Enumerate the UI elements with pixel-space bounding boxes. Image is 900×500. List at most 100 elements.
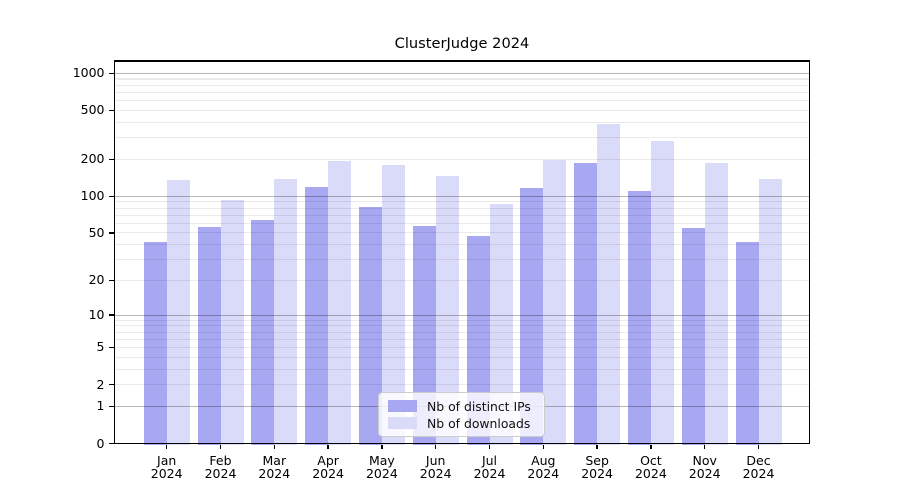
bar-downloads-may xyxy=(381,164,405,445)
x-label-month: Nov xyxy=(692,452,717,468)
bar-downloads-aug xyxy=(543,160,567,445)
x-label-month: Jul xyxy=(481,452,498,468)
y-axis-tick-label: 500 xyxy=(80,102,105,118)
x-axis-tick-label: Jan 2024 xyxy=(135,453,199,482)
gridline-major xyxy=(114,314,810,316)
bar-distinct-ips-apr xyxy=(305,186,329,445)
x-axis-tick xyxy=(273,444,275,449)
legend-label-distinct-ips: Nb of distinct IPs xyxy=(427,398,531,414)
x-axis-tick xyxy=(488,444,491,449)
gridline-minor xyxy=(114,201,810,203)
x-label-year: 2024 xyxy=(365,466,398,482)
gridline-major xyxy=(114,72,810,74)
x-label-year: 2024 xyxy=(258,466,291,482)
bar-downloads-jan xyxy=(166,180,190,445)
bar-distinct-ips-mar xyxy=(251,219,275,445)
x-axis-tick-label: Dec 2024 xyxy=(727,453,791,482)
top-spine xyxy=(113,60,811,62)
x-label-year: 2024 xyxy=(150,466,183,482)
chart-legend: Nb of distinct IPs Nb of downloads xyxy=(378,392,545,437)
legend-swatch-distinct-ips xyxy=(388,399,417,413)
gridline-minor xyxy=(114,338,810,340)
x-axis-tick-label: Nov 2024 xyxy=(673,452,737,482)
x-axis-spine xyxy=(113,442,811,445)
x-axis-tick-label: Oct 2024 xyxy=(619,452,683,482)
y-axis-tick-label: 20 xyxy=(88,272,105,288)
x-label-year: 2024 xyxy=(419,466,452,482)
x-label-month: Jun xyxy=(425,452,446,468)
gridline-minor xyxy=(114,244,810,246)
y-axis-tick-label: 1 xyxy=(96,398,105,414)
x-label-year: 2024 xyxy=(312,466,344,482)
x-axis-tick-label: Sep 2024 xyxy=(565,452,629,482)
y-axis-tick xyxy=(109,442,114,445)
y-axis-tick-label: 2 xyxy=(96,376,105,392)
y-axis-tick-label: 1000 xyxy=(72,65,105,81)
x-axis-tick-label: Jul 2024 xyxy=(458,452,522,482)
gridline-minor xyxy=(114,331,810,333)
gridline-minor xyxy=(114,109,810,111)
bar-distinct-ips-jan xyxy=(143,241,167,445)
y-axis-tick xyxy=(109,279,114,282)
x-label-year: 2024 xyxy=(473,466,506,482)
y-axis-tick xyxy=(109,314,114,316)
x-axis-tick xyxy=(704,444,706,449)
gridline-minor xyxy=(114,100,810,102)
bar-downloads-oct xyxy=(650,140,674,445)
bar-downloads-dec xyxy=(758,179,782,445)
gridline-minor xyxy=(114,325,810,327)
y-axis-tick xyxy=(109,232,114,234)
chart-title: ClusterJudge 2024 xyxy=(394,35,530,52)
x-label-month: May xyxy=(368,452,395,468)
y-axis-tick-label: 0 xyxy=(96,435,105,451)
bar-downloads-jul xyxy=(489,204,513,445)
gridline-minor xyxy=(114,258,810,261)
y-axis-tick xyxy=(109,346,114,349)
gridline-minor xyxy=(114,279,810,281)
y-axis-tick xyxy=(109,72,114,74)
x-axis-tick xyxy=(327,444,329,449)
bar-distinct-ips-feb xyxy=(197,226,221,445)
x-axis-tick xyxy=(757,444,760,449)
x-label-month: Oct xyxy=(640,452,662,468)
x-label-month: Sep xyxy=(585,452,609,468)
gridline-minor xyxy=(114,78,810,80)
bar-downloads-sep xyxy=(597,124,621,445)
gridline-minor xyxy=(114,207,810,209)
x-axis-tick-label: Jun 2024 xyxy=(404,452,468,482)
x-label-year: 2024 xyxy=(527,466,560,482)
gridline-minor xyxy=(114,222,810,224)
y-axis-tick xyxy=(109,383,114,386)
gridline-major xyxy=(114,195,810,197)
gridline-minor xyxy=(114,368,810,370)
legend-item-downloads: Nb of downloads xyxy=(388,415,536,431)
x-axis-tick-label: Feb 2024 xyxy=(189,453,253,482)
bar-downloads-apr xyxy=(328,161,352,445)
x-axis-tick xyxy=(381,444,383,449)
y-axis-tick xyxy=(109,195,114,197)
x-axis-tick-label: May 2024 xyxy=(350,452,414,482)
right-spine xyxy=(808,60,811,445)
gridline-minor xyxy=(114,232,810,234)
gridline-minor xyxy=(114,137,810,139)
gridline-minor xyxy=(114,91,810,93)
bar-distinct-ips-oct xyxy=(627,191,651,445)
x-label-month: Aug xyxy=(531,452,556,468)
x-axis-tick xyxy=(219,444,222,449)
gridline-minor xyxy=(114,346,810,349)
y-axis-tick-label: 200 xyxy=(80,151,105,167)
gridline-minor xyxy=(114,84,810,86)
x-label-year: 2024 xyxy=(742,466,775,482)
y-axis-tick-label: 5 xyxy=(96,339,105,355)
bar-downloads-jun xyxy=(435,175,459,445)
bar-distinct-ips-nov xyxy=(681,227,705,445)
gridline-minor xyxy=(114,356,810,358)
x-label-month: Mar xyxy=(262,452,287,468)
x-axis-tick xyxy=(435,444,437,449)
x-label-year: 2024 xyxy=(688,466,721,482)
bar-distinct-ips-aug xyxy=(520,187,544,445)
gridline-minor xyxy=(114,319,810,321)
bar-distinct-ips-jun xyxy=(412,225,436,445)
legend-swatch-downloads xyxy=(388,416,417,430)
